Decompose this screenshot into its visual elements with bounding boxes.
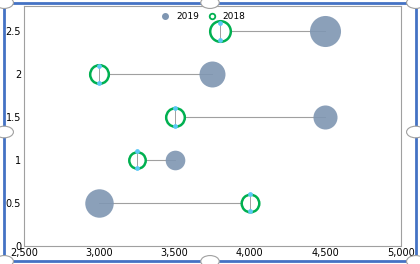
Point [96, 81, 102, 85]
Point [322, 115, 328, 119]
Point [171, 124, 178, 128]
Point [322, 29, 328, 33]
Point [134, 158, 140, 162]
Point [247, 192, 253, 196]
Point [171, 158, 178, 162]
Point [96, 63, 102, 68]
Point [96, 201, 102, 205]
Point [216, 38, 223, 42]
Point [216, 21, 223, 25]
Point [134, 166, 140, 171]
Point [216, 29, 223, 33]
Point [247, 201, 253, 205]
Point [134, 149, 140, 153]
Point [171, 106, 178, 111]
Point [171, 115, 178, 119]
Point [209, 72, 215, 76]
Legend: 2019, 2018: 2019, 2018 [155, 10, 247, 23]
Point [96, 72, 102, 76]
Point [247, 209, 253, 214]
